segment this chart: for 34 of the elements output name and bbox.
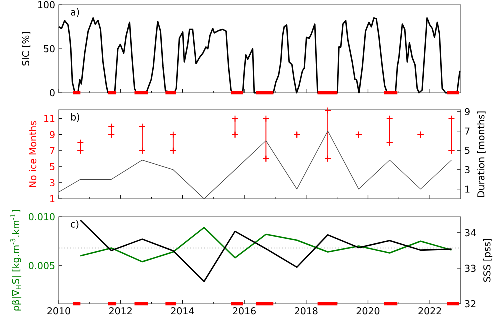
y2-tick-label: 33 bbox=[465, 264, 476, 272]
y-tick-label: 100 bbox=[38, 1, 55, 9]
y-tick-label: 1 bbox=[50, 196, 55, 202]
y2-tick-label: 3 bbox=[465, 166, 470, 174]
y-tick-label: 0.005 bbox=[29, 262, 55, 270]
x-tick-label: 2010 bbox=[48, 308, 70, 315]
y2-tick-label: 5 bbox=[465, 147, 470, 154]
y-tick-label: 50 bbox=[44, 45, 55, 53]
y2-tick-label: 7 bbox=[465, 128, 470, 135]
y-tick-label: 11 bbox=[44, 115, 55, 122]
x-tick-label: 2022 bbox=[418, 308, 442, 315]
x-tick-label: 2012 bbox=[109, 308, 132, 315]
y2-tick-label: 1 bbox=[466, 186, 470, 193]
y-axis-title: SIC [%] bbox=[22, 32, 31, 66]
y2-axis-title: SSS [pss] bbox=[483, 239, 493, 282]
y-tick-label: 3 bbox=[50, 179, 55, 187]
y-tick-label: 5 bbox=[50, 163, 55, 170]
y-tick-label: 0 bbox=[50, 89, 55, 97]
x-tick-label: 2016 bbox=[233, 308, 256, 315]
y2-tick-label: 32 bbox=[465, 300, 476, 308]
x-tick-label: 2014 bbox=[171, 308, 194, 315]
annotation: b) bbox=[71, 114, 80, 122]
x-tick-label: 2018 bbox=[295, 308, 318, 315]
y-tick-label: 0.010 bbox=[29, 213, 55, 221]
y-axis-title: ρβ|∇$_{H}$S| [kg.m$^{-3}$.km$^{-1}$] bbox=[10, 210, 22, 311]
annotation: a) bbox=[71, 8, 80, 17]
y-axis-title: No ice Months bbox=[29, 121, 37, 188]
annotation: c) bbox=[71, 220, 79, 229]
y-tick-label: 9 bbox=[50, 131, 55, 138]
x-tick-label: 2020 bbox=[356, 308, 380, 315]
y-tick-label: 7 bbox=[50, 147, 55, 154]
y2-tick-label: 34 bbox=[465, 229, 476, 237]
y2-tick-label: 9 bbox=[465, 108, 470, 116]
y2-axis-title: Duration [months] bbox=[477, 112, 486, 198]
